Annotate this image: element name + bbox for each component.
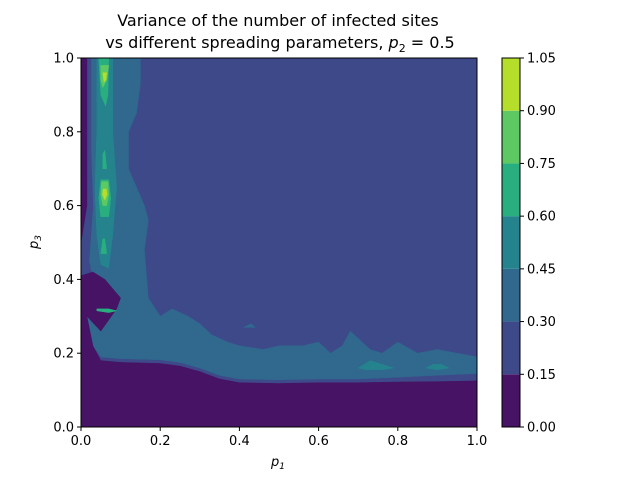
colorbar-tick-label: 0.00 [527, 421, 556, 436]
y-tick-label: 0.8 [53, 125, 74, 140]
colorbar-tick-label: 0.90 [527, 104, 556, 119]
colorbar-bands [502, 58, 520, 427]
y-axis-label-sub: 3 [34, 235, 44, 241]
chart-title-line1: Variance of the number of infected sites [117, 11, 439, 30]
chart-title-line2-text: vs different spreading parameters, [105, 33, 388, 52]
colorbar: 0.00 0.15 0.30 0.45 0.60 0.75 0.90 1.05 [501, 52, 556, 436]
contour-region-1 [81, 58, 477, 381]
colorbar-band-6 [502, 58, 520, 111]
x-tick-label: 0.6 [308, 434, 329, 449]
x-axis-label: p1 [270, 455, 285, 472]
colorbar-band-0 [502, 374, 520, 427]
contour-region-8 [102, 149, 107, 169]
x-tick-label: 0.8 [387, 434, 408, 449]
colorbar-tick-label: 0.45 [527, 262, 556, 277]
colorbar-frame [501, 57, 521, 428]
chart-title-param-sub: 2 [399, 42, 406, 55]
contour-plot-area [80, 57, 478, 428]
x-tick-label: 1.0 [467, 434, 488, 449]
contour-region-17 [424, 364, 451, 371]
colorbar-ticks: 0.00 0.15 0.30 0.45 0.60 0.75 0.90 1.05 [520, 52, 556, 436]
contour-region-14 [102, 72, 107, 83]
contour-region-18 [243, 323, 256, 328]
chart-title-param-var: p [388, 33, 399, 52]
contour-region-5 [81, 271, 121, 332]
x-tick-label: 0.0 [71, 434, 92, 449]
colorbar-tick-label: 0.75 [527, 157, 556, 172]
colorbar-tick-label: 1.05 [527, 52, 556, 67]
y-axis-label: p3 [27, 235, 44, 250]
contour-region-16 [357, 360, 394, 371]
colorbar-band-2 [502, 268, 520, 322]
contour-regions [81, 58, 477, 427]
contour-region-10 [100, 238, 107, 254]
contour-region-4 [81, 312, 477, 427]
colorbar-band-4 [502, 163, 520, 217]
y-tick-label: 0.4 [53, 273, 74, 288]
x-axis-ticks: 0.0 0.2 0.4 0.6 0.8 1.0 [71, 427, 488, 449]
x-axis-label-var: p [270, 455, 279, 470]
colorbar-band-5 [502, 110, 520, 164]
y-tick-label: 0.6 [53, 199, 74, 214]
y-axis-ticks: 0.0 0.2 0.4 0.6 0.8 1.0 [53, 52, 81, 436]
y-tick-label: 0.2 [53, 347, 74, 362]
x-axis-label-sub: 1 [279, 462, 285, 472]
y-axis-label-var: p [27, 241, 42, 250]
y-tick-label: 1.0 [53, 52, 74, 67]
x-tick-label: 0.4 [229, 434, 250, 449]
colorbar-band-3 [502, 216, 520, 269]
contour-region-15 [102, 188, 108, 201]
y-tick-label: 0.0 [53, 421, 74, 436]
colorbar-tick-label: 0.60 [527, 210, 556, 225]
contour-region-3 [81, 58, 88, 243]
plot-frame [80, 57, 478, 428]
chart-title-param-rest: = 0.5 [406, 33, 455, 52]
chart-title-line2: vs different spreading parameters, p2 = … [105, 33, 454, 55]
x-tick-label: 0.2 [150, 434, 171, 449]
colorbar-tick-label: 0.30 [527, 315, 556, 330]
colorbar-tick-label: 0.15 [527, 368, 556, 383]
colorbar-band-1 [502, 321, 520, 375]
contour-region-11 [96, 308, 117, 313]
